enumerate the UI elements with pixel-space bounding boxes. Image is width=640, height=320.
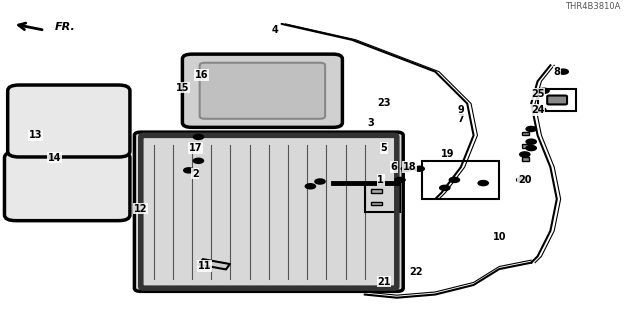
Circle shape: [414, 166, 424, 171]
Text: 20: 20: [518, 175, 532, 185]
Polygon shape: [199, 259, 230, 269]
Bar: [365, 183, 400, 212]
Text: 4: 4: [272, 25, 278, 35]
Circle shape: [516, 177, 527, 182]
Circle shape: [449, 177, 460, 182]
Bar: [371, 202, 382, 205]
Circle shape: [478, 180, 488, 186]
Text: 13: 13: [28, 130, 42, 140]
Text: FR.: FR.: [54, 22, 75, 32]
Text: 24: 24: [531, 105, 545, 115]
FancyBboxPatch shape: [4, 152, 130, 221]
Text: 22: 22: [409, 267, 423, 277]
Circle shape: [305, 184, 316, 189]
Text: 25: 25: [531, 89, 545, 99]
Text: 17: 17: [188, 143, 202, 153]
Circle shape: [520, 152, 530, 157]
Circle shape: [526, 139, 536, 144]
Text: 11: 11: [198, 261, 212, 271]
Bar: [422, 161, 499, 199]
Text: 19: 19: [441, 149, 455, 159]
Bar: [371, 189, 382, 193]
FancyBboxPatch shape: [547, 96, 567, 104]
Text: 7: 7: [458, 115, 464, 124]
Circle shape: [184, 168, 194, 173]
Text: 9: 9: [458, 105, 464, 115]
Circle shape: [193, 158, 204, 163]
Text: 1: 1: [378, 175, 384, 185]
Bar: [538, 89, 576, 111]
Circle shape: [193, 134, 204, 140]
Text: 16: 16: [195, 70, 209, 80]
Circle shape: [526, 146, 536, 151]
Text: THR4B3810A: THR4B3810A: [565, 2, 621, 11]
Text: 12: 12: [134, 204, 148, 213]
FancyBboxPatch shape: [200, 63, 325, 119]
Text: 14: 14: [47, 153, 61, 163]
Circle shape: [401, 166, 412, 171]
Text: 6: 6: [390, 162, 397, 172]
Circle shape: [526, 126, 536, 132]
Text: 2: 2: [192, 169, 198, 179]
Circle shape: [558, 69, 568, 74]
Text: 21: 21: [377, 277, 391, 287]
FancyBboxPatch shape: [182, 54, 342, 127]
Text: 15: 15: [175, 83, 189, 92]
Bar: [522, 132, 529, 135]
Circle shape: [539, 88, 549, 93]
Text: 5: 5: [381, 143, 387, 153]
Bar: [522, 157, 529, 161]
Text: 3: 3: [368, 117, 374, 128]
Text: 10: 10: [492, 232, 506, 242]
Text: 18: 18: [403, 162, 417, 172]
Circle shape: [395, 177, 405, 182]
Circle shape: [315, 179, 325, 184]
Bar: [522, 144, 529, 148]
Circle shape: [536, 107, 546, 112]
FancyBboxPatch shape: [134, 132, 403, 291]
Bar: [522, 176, 529, 180]
FancyBboxPatch shape: [8, 85, 130, 157]
Circle shape: [440, 185, 450, 190]
Text: 23: 23: [377, 99, 391, 108]
Text: 8: 8: [554, 67, 560, 77]
